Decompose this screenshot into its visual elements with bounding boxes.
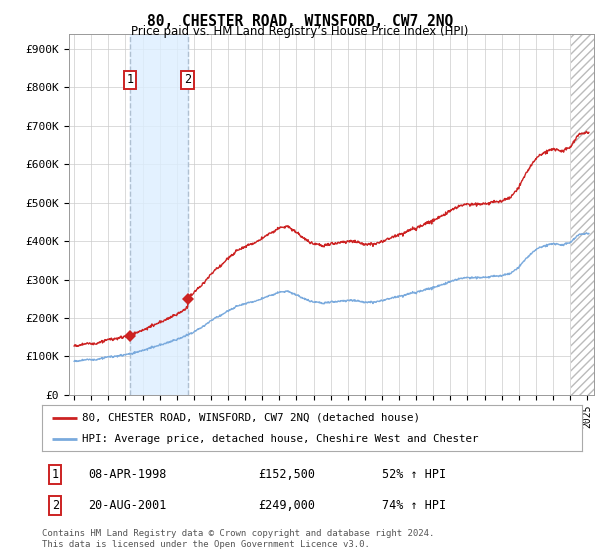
Text: 80, CHESTER ROAD, WINSFORD, CW7 2NQ (detached house): 80, CHESTER ROAD, WINSFORD, CW7 2NQ (det… [83, 413, 421, 423]
Bar [571, 34, 594, 395]
Text: 20-AUG-2001: 20-AUG-2001 [88, 499, 166, 512]
Text: Contains HM Land Registry data © Crown copyright and database right 2024.
This d: Contains HM Land Registry data © Crown c… [42, 529, 434, 549]
Text: £249,000: £249,000 [258, 499, 315, 512]
Text: 1: 1 [52, 468, 59, 481]
Text: 80, CHESTER ROAD, WINSFORD, CW7 2NQ: 80, CHESTER ROAD, WINSFORD, CW7 2NQ [147, 14, 453, 29]
Bar [130, 34, 188, 395]
Text: 2: 2 [184, 73, 191, 86]
Text: Price paid vs. HM Land Registry’s House Price Index (HPI): Price paid vs. HM Land Registry’s House … [131, 25, 469, 38]
Text: 08-APR-1998: 08-APR-1998 [88, 468, 166, 481]
Text: 2: 2 [52, 499, 59, 512]
Text: HPI: Average price, detached house, Cheshire West and Chester: HPI: Average price, detached house, Ches… [83, 435, 479, 444]
Text: 52% ↑ HPI: 52% ↑ HPI [382, 468, 446, 481]
Text: £152,500: £152,500 [258, 468, 315, 481]
Text: 1: 1 [127, 73, 134, 86]
Text: 74% ↑ HPI: 74% ↑ HPI [382, 499, 446, 512]
